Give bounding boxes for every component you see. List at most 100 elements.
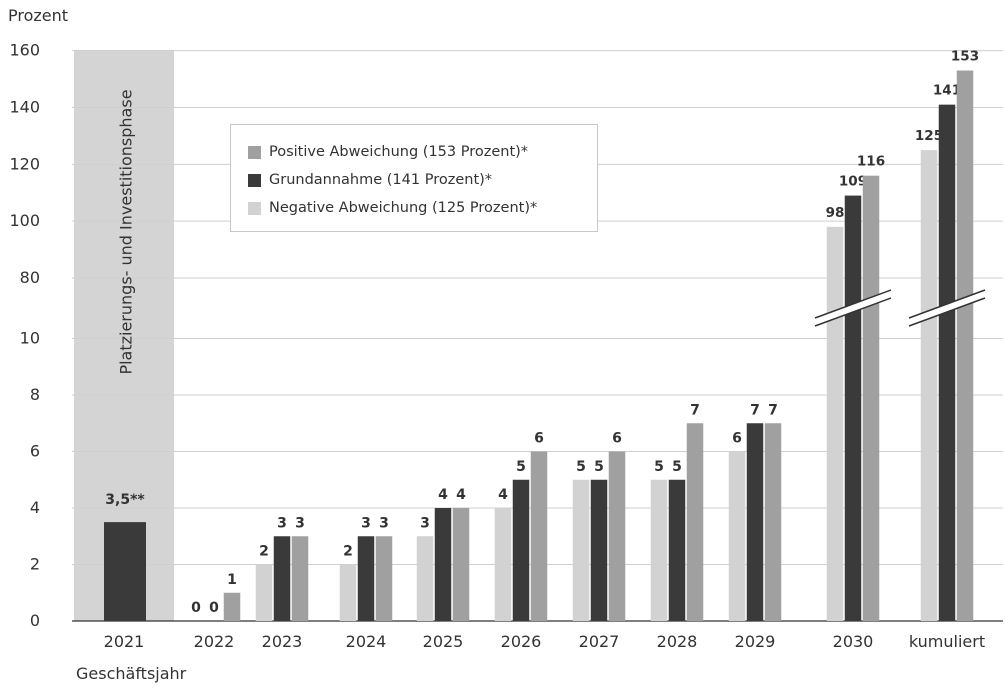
legend-swatch-positive: [248, 145, 261, 159]
data-label-base-2026: 5: [516, 459, 526, 475]
y-tick-label: 8: [30, 385, 40, 404]
x-tick-label: 2028: [657, 632, 698, 651]
data-label-positive-2024: 3: [379, 515, 389, 531]
bar-base-2030: [844, 195, 862, 621]
legend-entry-negative: Negative Abweichung (125 Prozent)*: [248, 194, 597, 222]
x-tick-label: 2025: [423, 632, 464, 651]
y-tick-label: 140: [9, 97, 40, 116]
x-tick-label: 2027: [579, 632, 620, 651]
data-label-2021: 3,5**: [105, 492, 145, 508]
axis-break-line: [908, 297, 986, 327]
legend-entry-positive: Positive Abweichung (153 Prozent)*: [248, 138, 597, 166]
x-tick-label: 2030: [833, 632, 874, 651]
data-label-base-2025: 4: [438, 487, 448, 503]
legend-swatch-negative: [248, 201, 261, 215]
bar-negative-2026: [494, 508, 512, 621]
bar-positive-2023: [291, 536, 309, 621]
data-label-negative-2023: 2: [259, 544, 269, 560]
axis-break-line: [814, 297, 892, 327]
data-label-negative-2030: 98: [826, 205, 845, 221]
y-tick-label: 160: [9, 41, 40, 60]
legend-label-base: Grundannahme (141 Prozent)*: [269, 172, 493, 188]
y-tick-label: 6: [30, 442, 40, 461]
data-label-base-2027: 5: [594, 459, 604, 475]
x-tick-label: 2022: [194, 632, 235, 651]
data-label-base-kumuliert: 141: [933, 83, 961, 99]
y-tick-label: 120: [9, 154, 40, 173]
data-label-positive-2029: 7: [768, 402, 778, 418]
bar-base-2024: [357, 536, 375, 621]
bar-base-2027: [590, 479, 608, 621]
data-label-negative-2027: 5: [576, 459, 586, 475]
axis-break-gap: [909, 290, 985, 326]
bar-negative-2030: [826, 226, 844, 621]
data-label-positive-2028: 7: [690, 402, 700, 418]
x-tick-label: 2026: [501, 632, 542, 651]
legend: Positive Abweichung (153 Prozent)* Grund…: [230, 124, 598, 232]
bar-positive-2026: [530, 451, 548, 621]
data-label-negative-2028: 5: [654, 459, 664, 475]
bar-negative-2024: [339, 564, 357, 621]
bar-positive-2030: [862, 175, 880, 622]
bar-base-2029: [746, 423, 764, 621]
data-label-base-2022: 0: [209, 600, 219, 616]
bar-positive-2025: [452, 508, 470, 621]
data-label-negative-2022: 0: [191, 600, 201, 616]
x-tick-label: 2024: [346, 632, 387, 651]
y-tick-label: 100: [9, 211, 40, 230]
data-label-negative-2029: 6: [732, 431, 742, 447]
legend-swatch-base: [248, 173, 261, 187]
data-label-negative-kumuliert: 125: [915, 128, 943, 144]
bar-2021: [104, 522, 146, 621]
bar-negative-kumuliert: [920, 150, 938, 622]
bar-negative-2029: [728, 451, 746, 621]
bar-positive-2028: [686, 423, 704, 621]
legend-label-positive: Positive Abweichung (153 Prozent)*: [269, 144, 529, 160]
data-label-base-2030: 109: [839, 174, 867, 190]
phase-label: Platzierungs- und Investitionsphase: [116, 89, 136, 375]
x-tick-label: kumuliert: [909, 632, 985, 651]
bar-negative-2028: [650, 479, 668, 621]
y-tick-label: 2: [30, 555, 40, 574]
y-tick-label: 0: [30, 611, 40, 630]
bar-base-2023: [273, 536, 291, 621]
y-tick-label: 10: [20, 329, 40, 348]
bar-positive-2029: [764, 423, 782, 621]
bar-positive-kumuliert: [956, 70, 974, 621]
bar-negative-2025: [416, 536, 434, 621]
bar-positive-2027: [608, 451, 626, 621]
bar-positive-2022: [223, 592, 241, 621]
axis-break-line: [814, 289, 892, 319]
data-label-positive-2025: 4: [456, 487, 466, 503]
bar-base-2026: [512, 479, 530, 621]
data-label-negative-2026: 4: [498, 487, 508, 503]
data-label-positive-2026: 6: [534, 431, 544, 447]
data-label-positive-2027: 6: [612, 431, 622, 447]
data-label-positive-2023: 3: [295, 515, 305, 531]
bar-base-2028: [668, 479, 686, 621]
x-axis-title: Geschäftsjahr: [76, 664, 187, 683]
bar-negative-2027: [572, 479, 590, 621]
data-label-base-2029: 7: [750, 402, 760, 418]
data-label-base-2023: 3: [277, 515, 287, 531]
data-label-positive-2022: 1: [227, 572, 237, 588]
data-label-positive-2030: 116: [857, 154, 885, 170]
data-label-positive-kumuliert: 153: [951, 49, 979, 65]
data-label-base-2024: 3: [361, 515, 371, 531]
legend-label-negative: Negative Abweichung (125 Prozent)*: [269, 200, 538, 216]
axis-break-line: [908, 289, 986, 319]
axis-break-gap: [815, 290, 891, 326]
data-label-base-2028: 5: [672, 459, 682, 475]
bar-negative-2023: [255, 564, 273, 621]
bar-positive-2024: [375, 536, 393, 621]
y-tick-label: 4: [30, 498, 40, 517]
y-axis-title: Prozent: [8, 6, 69, 25]
data-label-negative-2025: 3: [420, 515, 430, 531]
data-label-negative-2024: 2: [343, 544, 353, 560]
x-tick-label: 2021: [104, 632, 145, 651]
bar-base-2025: [434, 508, 452, 621]
x-tick-label: 2023: [262, 632, 303, 651]
x-tick-label: 2029: [735, 632, 776, 651]
legend-entry-base: Grundannahme (141 Prozent)*: [248, 166, 597, 194]
